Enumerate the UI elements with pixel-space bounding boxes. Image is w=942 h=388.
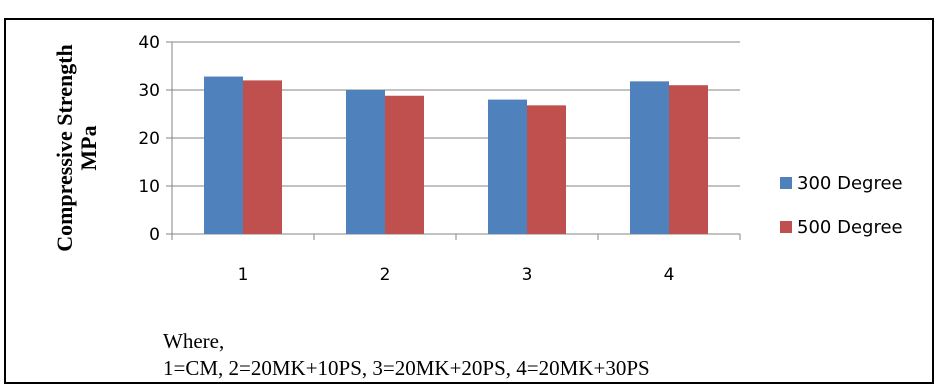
chart-frame — [4, 18, 934, 384]
x-tick-label-1: 1 — [238, 265, 249, 285]
legend-swatch-2 — [780, 221, 792, 233]
x-tick-label-4: 4 — [664, 265, 675, 285]
y-tick-label-0: 0 — [149, 225, 160, 245]
bar-2-4 — [669, 85, 708, 234]
legend-label-2: 500 Degree — [797, 217, 903, 238]
bar-2-1 — [243, 80, 282, 235]
y-tick-label-30: 30 — [138, 81, 160, 101]
bar-1-4 — [630, 81, 669, 234]
legend: 300 Degree 500 Degree — [780, 173, 903, 238]
legend-label-1: 300 Degree — [797, 173, 903, 194]
bar-1-2 — [346, 90, 385, 234]
note-where: Where, — [163, 329, 225, 353]
bar-2-3 — [527, 105, 566, 234]
y-axis-label-line2: MPa — [76, 125, 101, 170]
y-tick-label-10: 10 — [138, 177, 160, 197]
bar-1-3 — [488, 99, 527, 234]
y-tick-label-20: 20 — [138, 129, 160, 149]
y-axis-label-line1: Compressive Strength — [52, 44, 77, 252]
bar-1-1 — [204, 76, 243, 234]
y-axis-label: Compressive Strength MPa — [52, 44, 101, 252]
note-legend-key: 1=CM, 2=20MK+10PS, 3=20MK+20PS, 4=20MK+3… — [163, 356, 650, 380]
bar-2-2 — [385, 95, 424, 234]
y-tick-label-40: 40 — [138, 33, 160, 53]
tick-labels: 0 10 20 30 40 1 2 3 4 — [138, 33, 674, 285]
bars — [204, 76, 708, 235]
legend-swatch-1 — [780, 177, 792, 189]
x-tick-label-2: 2 — [380, 265, 391, 285]
x-tick-label-3: 3 — [522, 265, 533, 285]
